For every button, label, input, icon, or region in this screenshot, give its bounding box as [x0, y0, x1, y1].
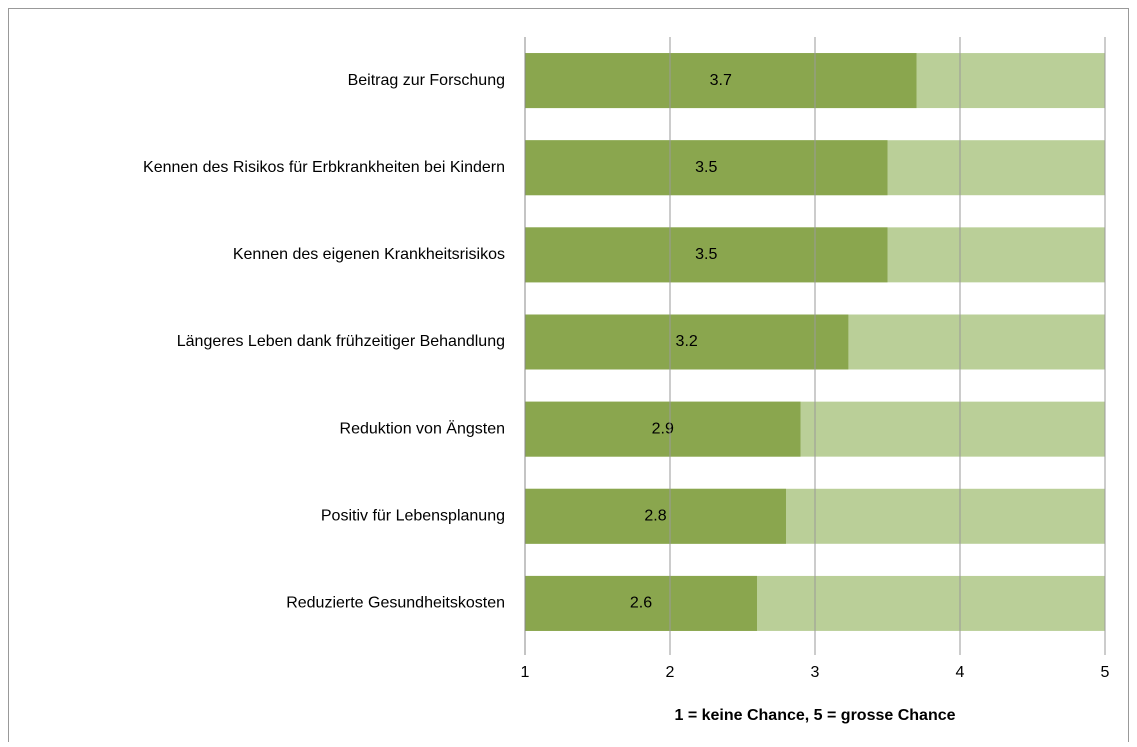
value-label: 2.9 — [652, 420, 674, 437]
x-tick-label: 1 — [521, 664, 530, 681]
x-axis-title: 1 = keine Chance, 5 = grosse Chance — [674, 707, 955, 724]
bar — [525, 575, 757, 631]
category-label: Kennen des Risikos für Erbkrankheiten be… — [143, 159, 505, 176]
bar — [525, 140, 888, 196]
bar — [525, 227, 888, 283]
bar — [525, 53, 917, 109]
bar — [525, 488, 786, 544]
category-label: Längeres Leben dank frühzeitiger Behandl… — [177, 333, 505, 350]
value-label: 3.5 — [695, 246, 717, 263]
value-label: 2.6 — [630, 595, 652, 612]
value-label: 3.5 — [695, 159, 717, 176]
category-label: Reduktion von Ängsten — [340, 419, 505, 437]
x-tick-label: 2 — [666, 664, 675, 681]
value-label: 3.2 — [676, 333, 698, 350]
value-label: 2.8 — [644, 508, 666, 525]
x-tick-label: 5 — [1101, 664, 1110, 681]
value-label: 3.7 — [710, 72, 732, 89]
bar — [525, 401, 801, 457]
x-tick-label: 3 — [811, 664, 820, 681]
category-label: Reduzierte Gesundheitskosten — [286, 595, 505, 612]
category-label: Positiv für Lebensplanung — [321, 508, 505, 525]
category-label: Beitrag zur Forschung — [348, 72, 505, 89]
category-label: Kennen des eigenen Krankheitsrisikos — [233, 246, 505, 263]
bar — [525, 314, 849, 370]
x-tick-label: 4 — [956, 664, 965, 681]
